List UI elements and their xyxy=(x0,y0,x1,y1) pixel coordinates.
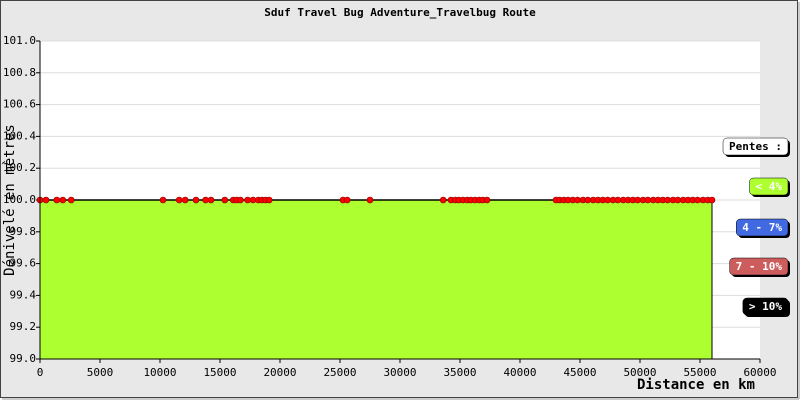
point-marker xyxy=(237,196,244,204)
point-marker xyxy=(59,196,67,204)
y-tick-label: 100.2 xyxy=(3,161,36,174)
legend-item: 7 - 10% xyxy=(729,257,790,277)
x-tick-label: 35000 xyxy=(443,366,476,379)
point-marker xyxy=(644,196,652,204)
y-tick-label: 100.6 xyxy=(3,98,36,111)
point-marker xyxy=(574,196,581,204)
y-tick-label: 100.8 xyxy=(3,66,36,79)
x-tick-label: 45000 xyxy=(563,366,596,379)
point-marker xyxy=(207,196,215,204)
legend-item: < 4% xyxy=(749,177,790,197)
x-tick-label: 30000 xyxy=(383,366,416,379)
point-marker xyxy=(708,196,716,204)
legend-swatch xyxy=(722,137,789,156)
legend-label: > 10% xyxy=(749,300,782,313)
x-tick-label: 40000 xyxy=(503,366,536,379)
point-marker xyxy=(192,196,200,204)
point-marker xyxy=(159,196,167,204)
y-tick-label: 100.4 xyxy=(3,129,36,142)
point-marker xyxy=(604,196,611,204)
legend-label: 4 - 7% xyxy=(742,221,782,234)
point-marker xyxy=(265,196,273,204)
x-tick-label: 55000 xyxy=(683,366,716,379)
x-tick-label: 50000 xyxy=(623,366,656,379)
y-tick-label: 99.8 xyxy=(10,225,37,238)
point-marker xyxy=(42,196,50,204)
point-marker xyxy=(343,196,351,204)
legend-swatch xyxy=(742,297,789,316)
y-tick-label: 99.6 xyxy=(10,257,37,270)
point-marker xyxy=(694,196,701,204)
legend-swatch xyxy=(749,177,789,196)
x-tick-label: 25000 xyxy=(323,366,356,379)
point-marker xyxy=(483,196,491,204)
legend-item: Pentes : xyxy=(722,137,790,157)
point-marker xyxy=(53,196,61,204)
x-tick-label: 15000 xyxy=(203,366,236,379)
point-marker xyxy=(664,196,671,204)
point-marker xyxy=(584,196,592,204)
y-tick-label: 101.0 xyxy=(3,34,36,47)
point-marker xyxy=(366,196,374,204)
point-marker xyxy=(439,196,447,204)
x-tick-label: 60000 xyxy=(743,366,776,379)
point-marker xyxy=(674,196,682,204)
x-tick-label: 5000 xyxy=(87,366,114,379)
legend-swatch xyxy=(729,257,789,276)
y-tick-label: 99.2 xyxy=(10,320,37,333)
point-marker xyxy=(67,196,75,204)
y-tick-label: 99.0 xyxy=(10,352,37,365)
y-tick-label: 99.4 xyxy=(10,288,37,301)
legend-item: 4 - 7% xyxy=(736,218,790,238)
chart-title: Sduf Travel Bug Adventure_Travelbug Rout… xyxy=(264,6,536,19)
y-axis-label: Dénivelé en mètres xyxy=(2,124,18,276)
x-tick-label: 20000 xyxy=(263,366,296,379)
y-tick-label: 100.0 xyxy=(3,193,36,206)
point-marker xyxy=(614,196,622,204)
legend-label: 7 - 10% xyxy=(736,260,783,273)
x-tick-label: 10000 xyxy=(143,366,176,379)
legend-swatch xyxy=(736,218,789,237)
point-marker xyxy=(175,196,183,204)
legend-label: < 4% xyxy=(756,180,783,193)
legend-label: Pentes : xyxy=(729,140,782,153)
area-fill xyxy=(39,199,713,360)
point-marker xyxy=(221,196,229,204)
point-marker xyxy=(181,196,189,204)
x-axis-label: Distance en km xyxy=(637,377,755,393)
x-tick-label: 0 xyxy=(37,366,44,379)
point-marker xyxy=(634,196,641,204)
legend-item: > 10% xyxy=(742,297,790,317)
